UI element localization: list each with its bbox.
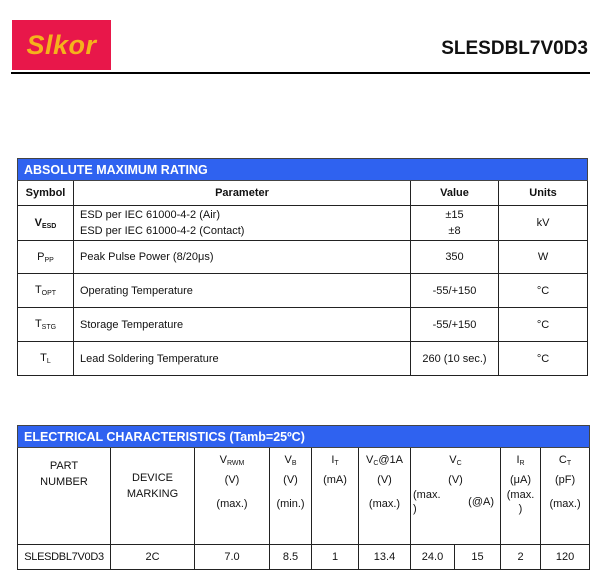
header-rule (11, 72, 590, 74)
value: 350 (410, 240, 499, 274)
value: ±15 ±8 (410, 205, 499, 241)
symbol: TOPT (17, 273, 74, 308)
vc-current-value: 15 (454, 544, 501, 570)
symbol: TL (17, 341, 74, 376)
it-value: 1 (311, 544, 359, 570)
device-marking: 2C (110, 544, 195, 570)
slkor-logo: Slkor (12, 20, 111, 70)
unit: °C (497, 307, 589, 342)
col-device-marking: DEVICE MARKING (110, 447, 195, 545)
symbol: VESD (17, 205, 74, 241)
unit: W (497, 240, 589, 274)
col-ct: CT (pF) (max.) (539, 447, 591, 545)
unit: °C (497, 341, 589, 376)
col-vb: VB (V) (min.) (269, 447, 312, 545)
vc-value: 24.0 (410, 544, 455, 570)
symbol: PPP (17, 240, 74, 274)
col-it: IT (mA) (311, 447, 359, 545)
col-ir: IR (μA) (max.) (500, 447, 541, 545)
table-title: ELECTRICAL CHARACTERISTICS (Tamb=25ºC) (16, 425, 591, 448)
value: -55/+150 (410, 273, 499, 308)
col-part-number: PART NUMBER (17, 447, 111, 545)
table-row: VESD ESD per IEC 61000-4-2 (Air) ESD per … (17, 205, 589, 241)
vrwm-value: 7.0 (194, 544, 270, 570)
value: -55/+150 (410, 307, 499, 342)
table-row: TOPT Operating Temperature -55/+150 °C (17, 273, 589, 308)
unit: kV (497, 205, 589, 241)
part-number: SLESDBL7V0D3 (17, 544, 111, 570)
parameter: Storage Temperature (73, 307, 411, 342)
col-vrwm: VRWM (V) (max.) (194, 447, 270, 545)
table-row: SLESDBL7V0D3 2C 7.0 8.5 1 13.4 24.0 15 2… (17, 544, 591, 570)
table-row: TSTG Storage Temperature -55/+150 °C (17, 307, 589, 342)
vb-value: 8.5 (269, 544, 312, 570)
col-vc-1a: VC@1A (V) (max.) (358, 447, 411, 545)
col-header: Parameter (73, 180, 411, 206)
unit: °C (497, 273, 589, 308)
ir-value: 2 (500, 544, 541, 570)
col-header: Value (410, 180, 499, 206)
vc-1a-value: 13.4 (358, 544, 411, 570)
absolute-max-table: ABSOLUTE MAXIMUM RATING Symbol Parameter… (16, 158, 589, 376)
col-header: Symbol (17, 180, 74, 206)
parameter: Peak Pulse Power (8/20μs) (73, 240, 411, 274)
symbol: TSTG (17, 307, 74, 342)
table-title: ABSOLUTE MAXIMUM RATING (16, 158, 589, 181)
parameter: Operating Temperature (73, 273, 411, 308)
header-row: PART NUMBER DEVICE MARKING VRWM (V) (max.) V… (17, 447, 591, 545)
logo-text: Slkor (26, 29, 97, 60)
table-row: PPP Peak Pulse Power (8/20μs) 350 W (17, 240, 589, 274)
electrical-characteristics-table: ELECTRICAL CHARACTERISTICS (Tamb=25ºC) P… (16, 425, 591, 570)
col-vc: VC (V) (max.) (@A) (410, 447, 501, 545)
col-header: Units (497, 180, 589, 206)
part-number-title: SLESDBL7V0D3 (441, 38, 588, 59)
parameter: ESD per IEC 61000-4-2 (Air) ESD per IEC 6… (73, 205, 411, 241)
value: 260 (10 sec.) (410, 341, 499, 376)
table-row: TL Lead Soldering Temperature 260 (10 se… (17, 341, 589, 376)
ct-value: 120 (539, 544, 591, 570)
parameter: Lead Soldering Temperature (73, 341, 411, 376)
